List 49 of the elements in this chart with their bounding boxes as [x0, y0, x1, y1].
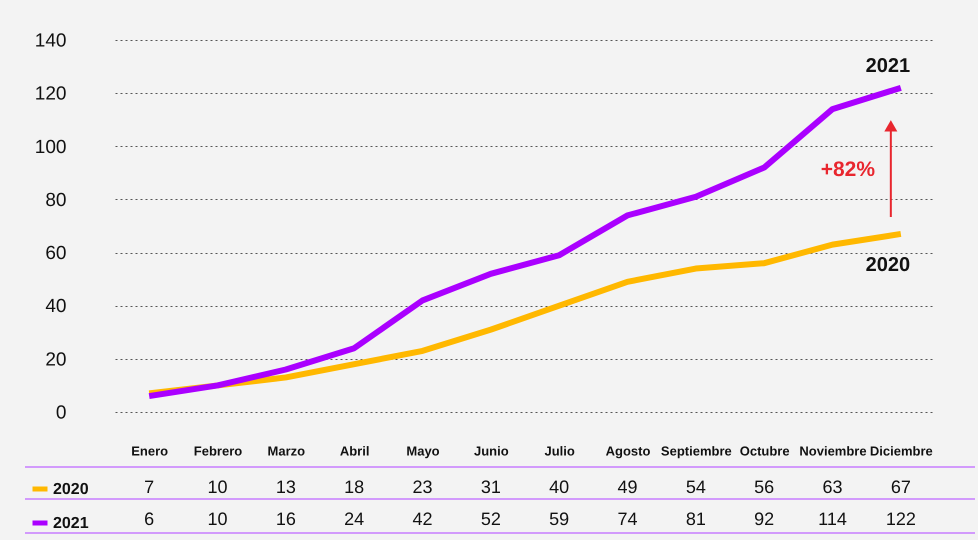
data-label: 42	[412, 509, 433, 529]
x-tick-label: Abril	[340, 444, 370, 458]
annotation: +82%	[820, 158, 876, 181]
data-label: 49	[617, 477, 638, 497]
text: 2020	[866, 254, 910, 276]
data-label: 56	[754, 477, 774, 497]
legend-label: 2021	[53, 515, 89, 532]
data-label: 63	[822, 477, 843, 497]
legend-label: 2020	[53, 481, 89, 498]
y-tick-label: 0	[56, 402, 66, 424]
data-label: 52	[480, 509, 501, 529]
data-label: 81	[686, 509, 706, 529]
x-tick-label: Agosto	[606, 444, 650, 458]
x-tick-label: Septiembre	[660, 444, 732, 458]
y-tick-label: 60	[45, 243, 66, 264]
x-tick-label: Diciembre	[870, 444, 933, 458]
data-label: 67	[890, 477, 911, 497]
data-label: 31	[480, 477, 501, 497]
y-tick-label: 140	[34, 30, 66, 52]
data-label: 18	[344, 477, 364, 497]
data-label: 10	[207, 477, 228, 497]
data-label: 114	[818, 509, 847, 529]
y-tick-label: 100	[34, 136, 66, 158]
data-label: 74	[617, 509, 638, 529]
data-label: 6	[144, 509, 154, 529]
data-label: 10	[207, 509, 228, 529]
x-tick-label: Enero	[131, 444, 168, 458]
y-tick-label: 80	[45, 190, 66, 211]
x-tick-label: Octubre	[740, 444, 790, 458]
y-tick-label: 20	[45, 349, 66, 370]
x-tick-label: Julio	[544, 444, 575, 458]
x-tick-label: Marzo	[268, 444, 306, 458]
data-label: 59	[549, 509, 570, 529]
text: 2021	[866, 54, 910, 77]
data-label: 54	[686, 477, 706, 497]
data-label: 16	[276, 509, 296, 529]
y-tick-label: 40	[45, 296, 66, 318]
data-label: 40	[549, 477, 570, 497]
data-label: 92	[754, 509, 774, 529]
x-tick-label: Noviembre	[799, 444, 867, 458]
data-label: 24	[344, 509, 364, 529]
x-tick-label: Febrero	[194, 444, 242, 458]
data-label: 13	[276, 477, 296, 497]
y-tick-label: 120	[34, 84, 66, 105]
x-tick-label: Mayo	[406, 444, 440, 458]
data-label: 23	[412, 477, 433, 497]
data-label: 122	[886, 509, 916, 529]
x-tick-label: Junio	[474, 444, 509, 458]
data-label: 7	[144, 477, 154, 497]
